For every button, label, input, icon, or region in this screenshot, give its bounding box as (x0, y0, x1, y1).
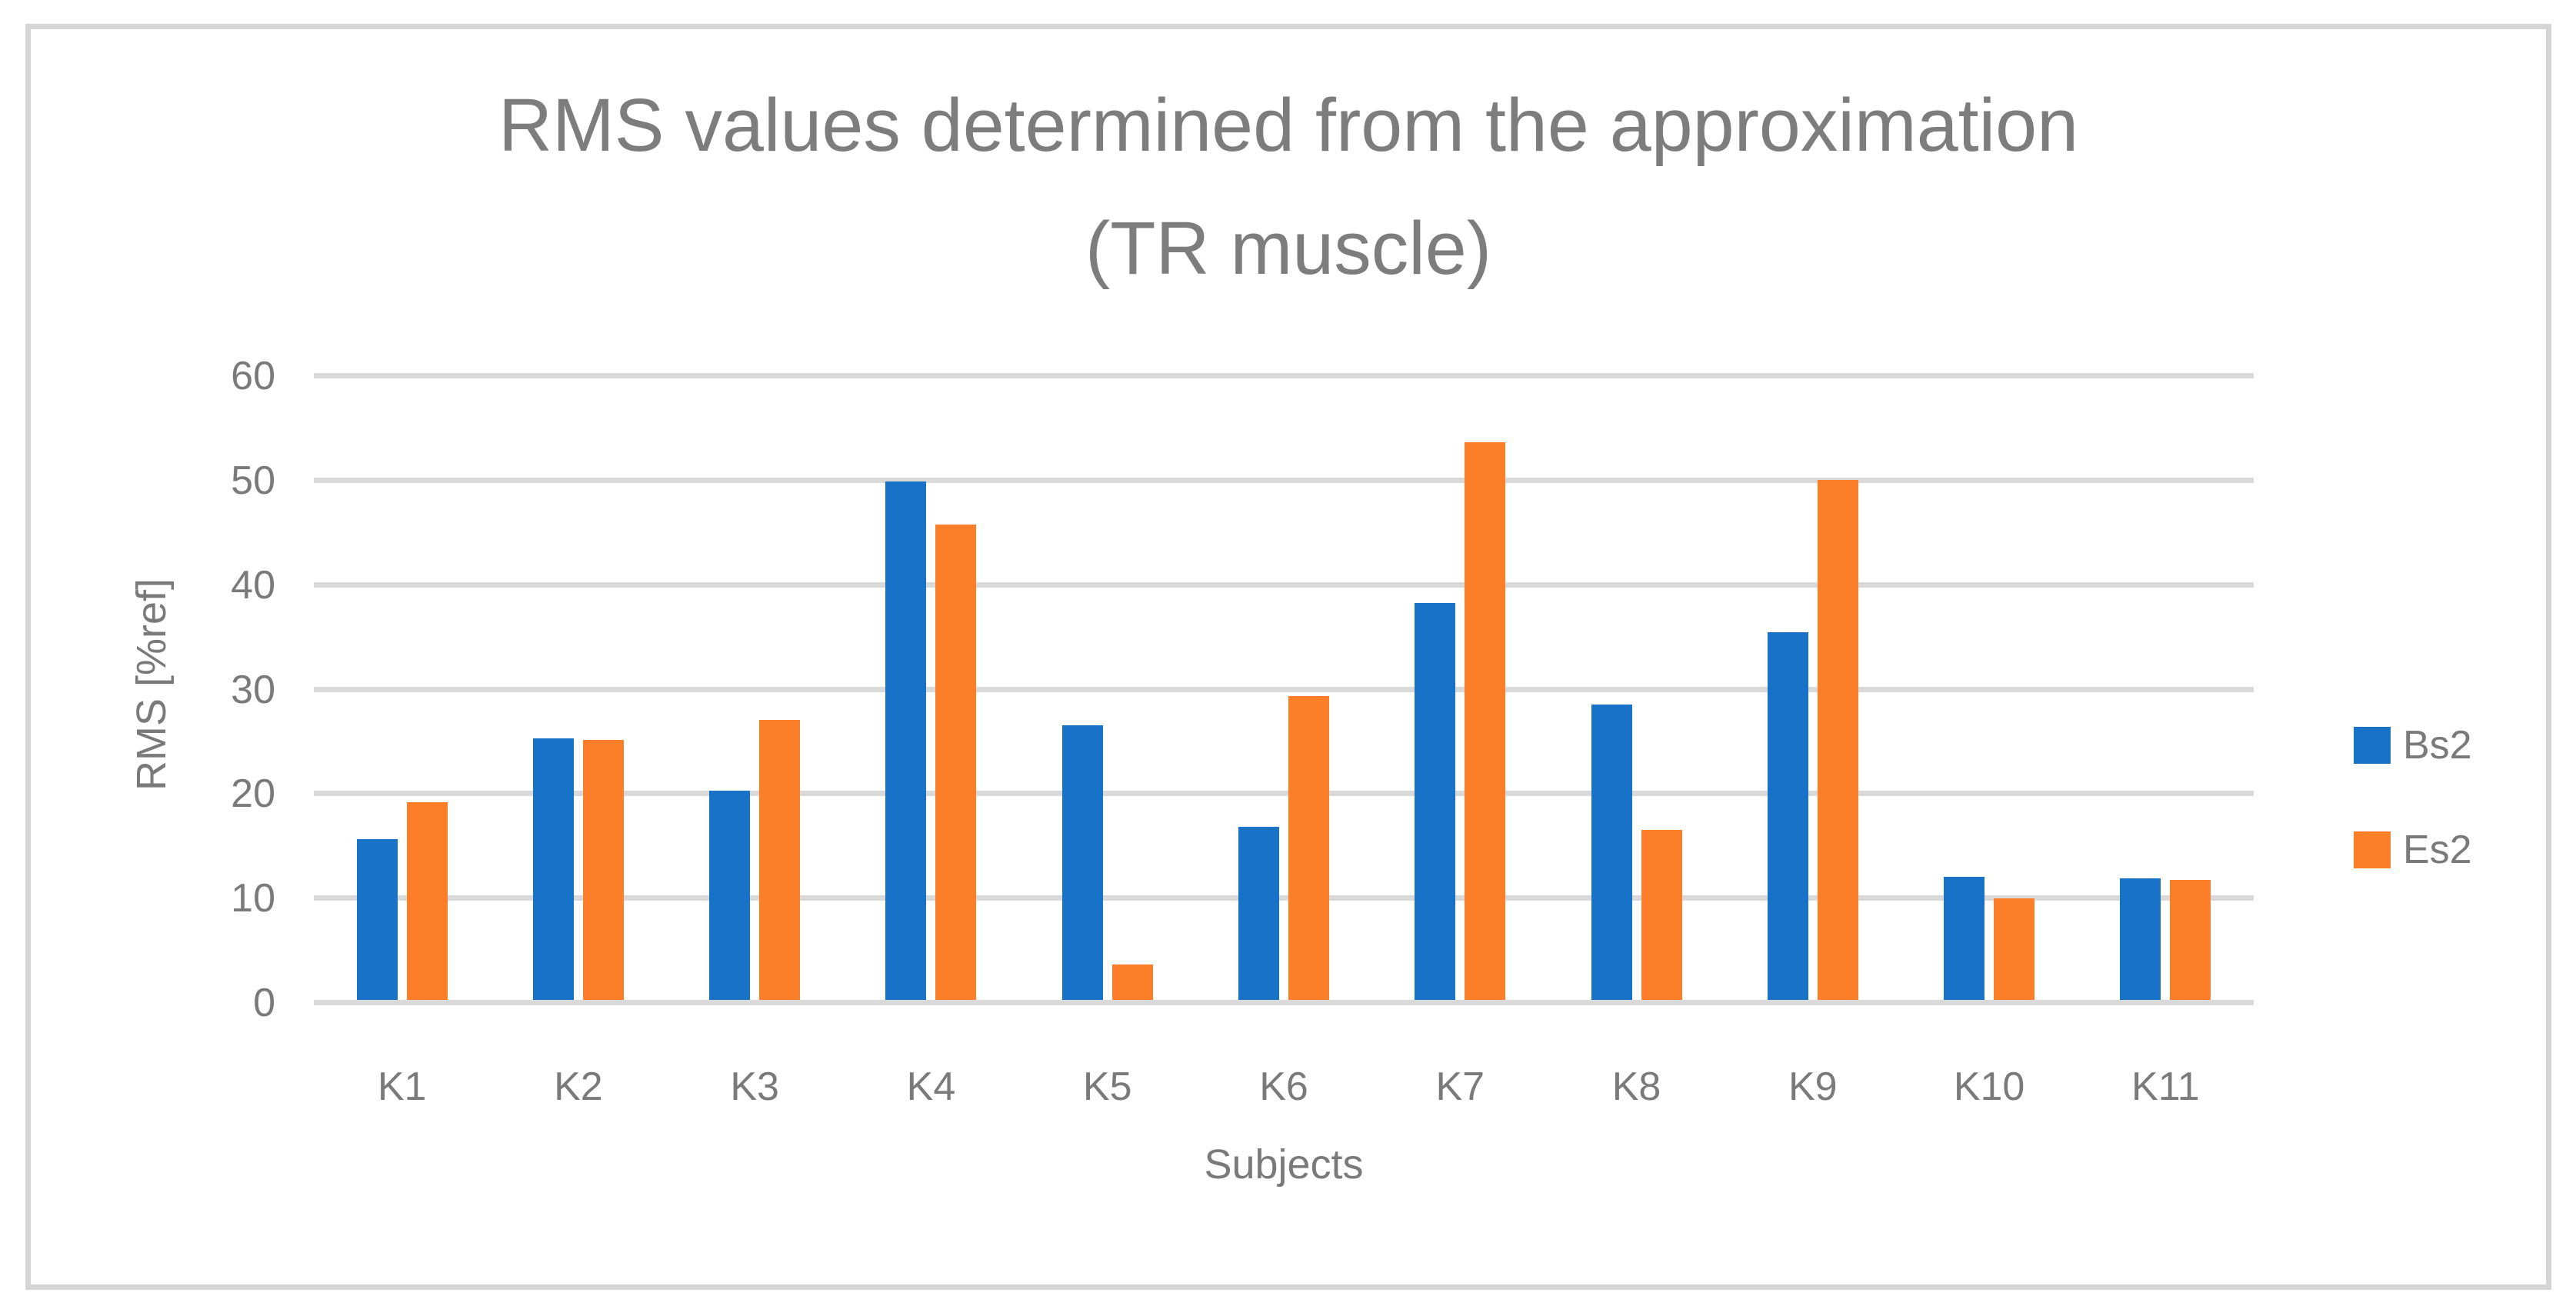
legend: Bs2 Es2 (2354, 718, 2472, 878)
gridline-y-50 (314, 477, 2254, 483)
bar-group-K3 (667, 373, 843, 1000)
bar-group-K10 (1901, 373, 2077, 1000)
x-axis-title: Subjects (1204, 1141, 1364, 1188)
plot-area (314, 373, 2254, 1005)
gridline-y-0 (314, 1000, 2254, 1005)
x-category-label-K11: K11 (2131, 1064, 2200, 1109)
bar-Es2-K6 (1288, 695, 1329, 1000)
bar-Es2-K10 (1994, 898, 2035, 1000)
bar-group-K2 (490, 373, 666, 1000)
bar-Es2-K4 (935, 524, 977, 1000)
bar-Es2-K2 (582, 739, 624, 1000)
bar-group-K6 (1195, 373, 1371, 1000)
x-category-label-K9: K9 (1788, 1064, 1838, 1109)
bar-group-K5 (1019, 373, 1195, 1000)
bar-group-K8 (1548, 373, 1725, 1000)
bar-Bs2-K7 (1415, 602, 1456, 1000)
x-category-label-K6: K6 (1259, 1064, 1308, 1109)
y-tick-label-10: 10 (231, 876, 275, 921)
y-tick-label-0: 0 (253, 981, 275, 1025)
bar-Bs2-K3 (709, 791, 751, 1000)
y-tick-label-40: 40 (231, 562, 275, 608)
gridline-y-60 (314, 373, 2254, 378)
y-tick-label-50: 50 (231, 458, 275, 503)
x-category-label-K10: K10 (1953, 1064, 2025, 1109)
bar-group-K1 (314, 373, 490, 1000)
y-tick-label-20: 20 (231, 771, 275, 817)
bar-Bs2-K2 (532, 738, 574, 1000)
gridlines-layer (314, 373, 2254, 1005)
chart-frame: RMS values determined from the approxima… (25, 24, 2551, 1290)
gridline-y-20 (314, 791, 2254, 797)
bar-Bs2-K9 (1767, 631, 1808, 1000)
legend-label-Bs2: Bs2 (2403, 723, 2472, 768)
gridline-y-40 (314, 581, 2254, 588)
legend-color-swatch-Bs2 (2354, 727, 2391, 764)
bar-Bs2-K1 (356, 838, 398, 1000)
y-tick-label-30: 30 (231, 667, 275, 712)
bar-Bs2-K5 (1061, 725, 1103, 1000)
legend-item-Es2: Es2 (2354, 822, 2472, 878)
bar-Es2-K1 (406, 802, 448, 1000)
bar-Es2-K3 (759, 719, 801, 1000)
bar-group-K9 (1725, 373, 1901, 1000)
x-category-label-K4: K4 (906, 1064, 956, 1109)
x-category-label-K8: K8 (1611, 1064, 1661, 1109)
legend-item-Bs2: Bs2 (2354, 718, 2472, 773)
y-tick-labels: 0 10 20 30 40 50 60 (31, 354, 275, 1025)
bar-Es2-K7 (1465, 441, 1506, 1000)
x-category-label-K7: K7 (1435, 1064, 1485, 1109)
bar-group-K11 (2078, 373, 2254, 1000)
x-category-label-K3: K3 (730, 1064, 779, 1109)
bar-Bs2-K6 (1238, 826, 1279, 1000)
x-category-label-K2: K2 (554, 1064, 603, 1109)
bar-group-K7 (1372, 373, 1548, 1000)
gridline-y-10 (314, 895, 2254, 901)
bar-Bs2-K10 (1944, 876, 1985, 1000)
bar-Es2-K9 (1817, 479, 1858, 1000)
bar-Bs2-K8 (1591, 704, 1632, 1000)
legend-label-Es2: Es2 (2403, 828, 2472, 872)
bar-Es2-K11 (2170, 879, 2211, 1000)
bar-Es2-K5 (1111, 964, 1153, 1000)
x-category-label-K5: K5 (1082, 1064, 1132, 1109)
legend-color-swatch-Es2 (2354, 831, 2391, 868)
chart-title: RMS values determined from the approxima… (31, 64, 2546, 310)
bars-layer (314, 373, 2254, 1000)
chart-title-line1: RMS values determined from the approxima… (498, 83, 2079, 167)
bar-Es2-K8 (1641, 829, 1682, 1000)
x-category-label-K1: K1 (377, 1064, 427, 1109)
bar-Bs2-K4 (885, 481, 927, 1000)
bar-group-K4 (843, 373, 1019, 1000)
chart-title-line2: (TR muscle) (1085, 206, 1492, 290)
x-category-labels: K1 K2 K3 K4 K5 K6 K7 K8 K9 K10 K11 (314, 1060, 2254, 1114)
gridline-y-30 (314, 686, 2254, 692)
bar-Bs2-K11 (2120, 878, 2161, 1000)
y-tick-label-60: 60 (231, 354, 275, 398)
